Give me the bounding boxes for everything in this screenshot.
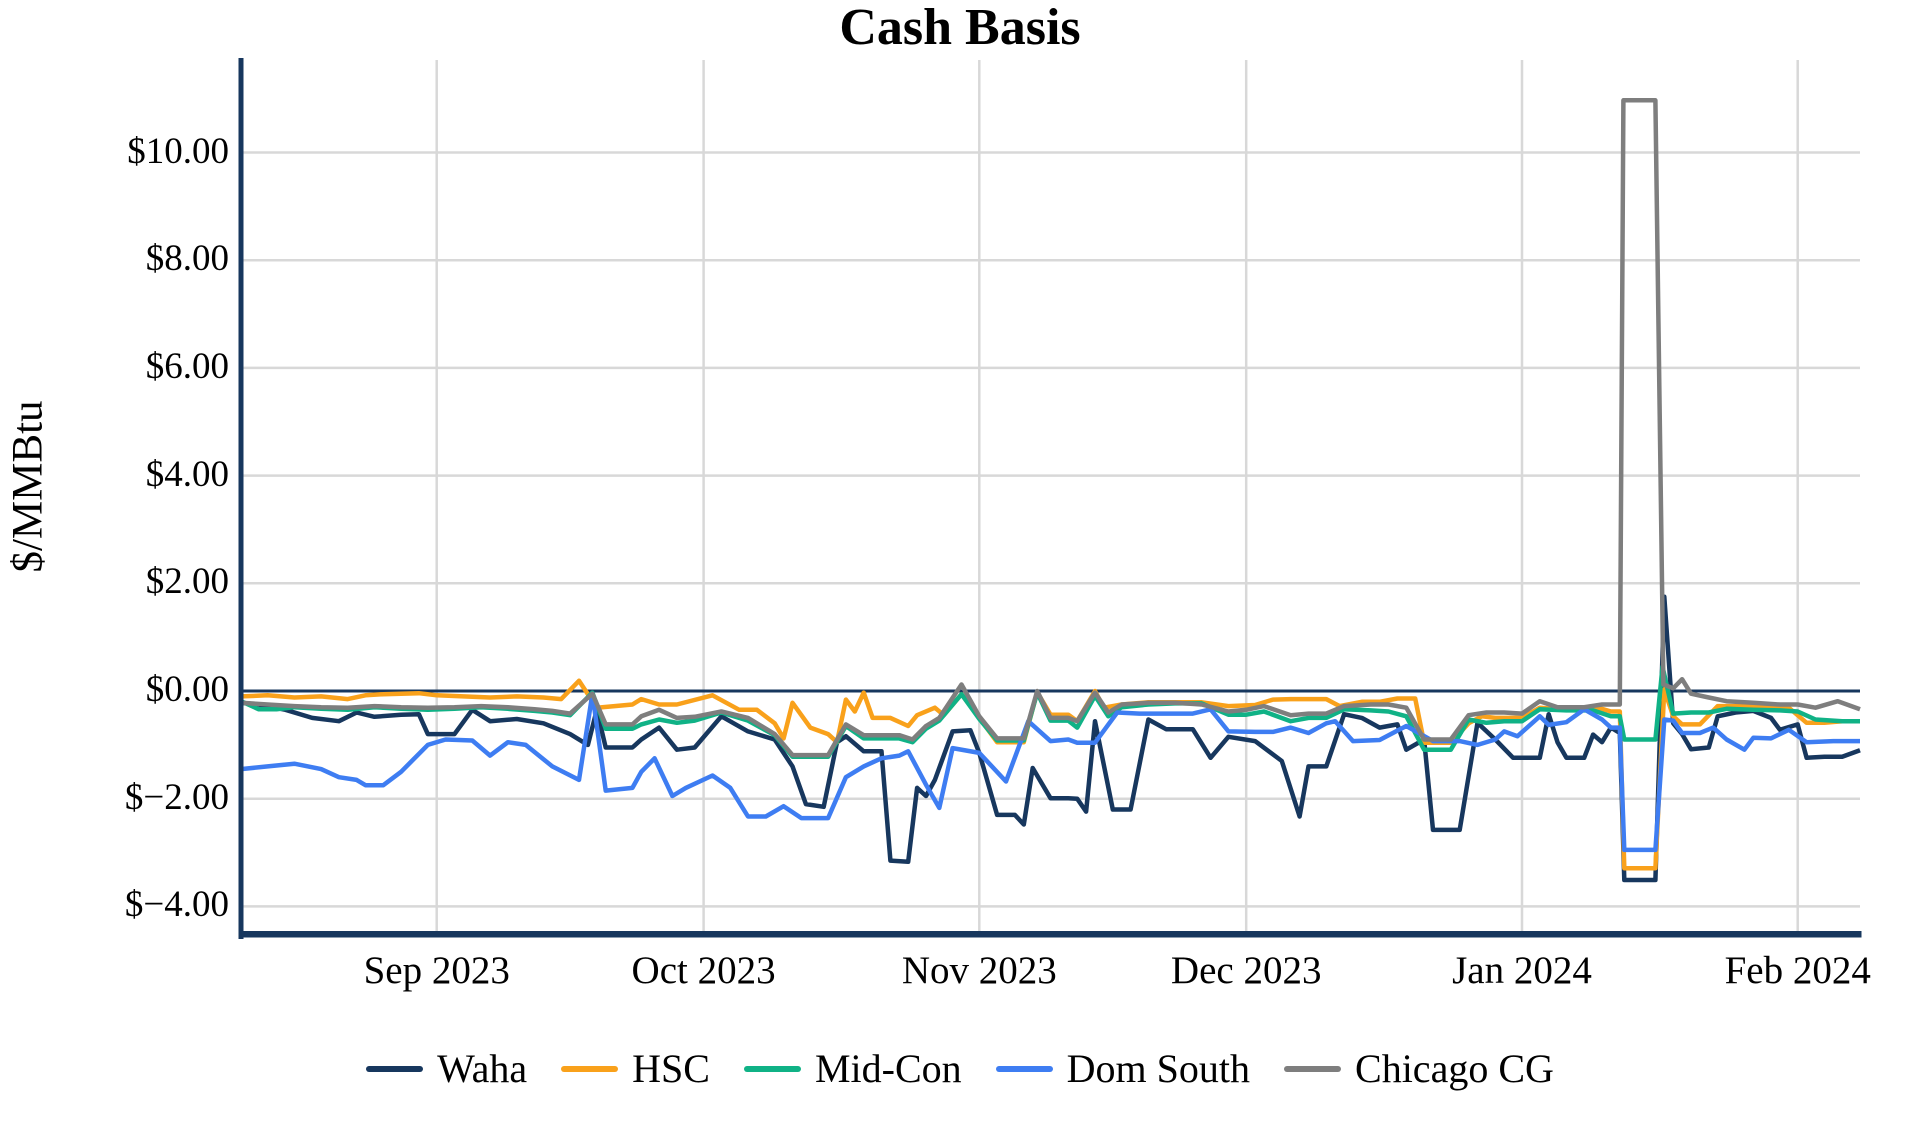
legend-label: Dom South	[1066, 1046, 1251, 1091]
legend-item-mid-con: Mid-Con	[743, 1046, 962, 1092]
y-tick-label: $10.00	[127, 130, 229, 172]
y-tick-label: $−2.00	[124, 776, 229, 818]
x-tick-label: Oct 2023	[631, 949, 776, 992]
legend-swatch	[561, 1066, 619, 1072]
legend-label: HSC	[632, 1046, 710, 1091]
legend-swatch	[1284, 1066, 1342, 1072]
x-tick-label: Sep 2023	[363, 949, 510, 992]
legend-item-hsc: HSC	[561, 1046, 710, 1092]
legend-item-waha: Waha	[366, 1046, 527, 1092]
y-tick-labels: $10.00 $8.00 $6.00 $4.00 $2.00 $0.00 $−2.00 $−4…	[0, 0, 229, 1128]
x-tick-label: Nov 2023	[901, 949, 1057, 992]
legend-swatch	[366, 1066, 424, 1072]
y-tick-label: $8.00	[145, 238, 229, 280]
x-axis-line	[238, 931, 1862, 938]
legend-swatch	[995, 1066, 1053, 1072]
legend-label: Mid-Con	[814, 1046, 962, 1091]
series-line-dom-south	[240, 691, 1860, 853]
legend-label: Chicago CG	[1355, 1046, 1554, 1091]
legend-swatch	[743, 1066, 801, 1072]
y-tick-label: $4.00	[145, 453, 229, 495]
y-tick-label: $−4.00	[124, 884, 229, 926]
series-line-chicago-cg	[240, 98, 1861, 758]
series-line-hsc	[240, 678, 1860, 871]
chart-title: Cash Basis	[839, 0, 1081, 56]
y-tick-label: $2.00	[145, 561, 229, 603]
y-axis-line	[238, 58, 244, 939]
legend-item-chicago-cg: Chicago CG	[1284, 1046, 1554, 1092]
x-tick-label: Jan 2024	[1452, 949, 1592, 992]
y-tick-label: $0.00	[145, 669, 229, 710]
x-tick-label: Dec 2023	[1170, 949, 1322, 992]
legend-label: Waha	[437, 1046, 528, 1091]
x-tick-label: Feb 2024	[1724, 949, 1871, 992]
y-tick-label: $6.00	[145, 345, 229, 387]
legend: Waha HSC Mid-Con Dom South Chicago CG	[0, 1046, 1920, 1092]
legend-item-dom-south: Dom South	[995, 1046, 1251, 1092]
